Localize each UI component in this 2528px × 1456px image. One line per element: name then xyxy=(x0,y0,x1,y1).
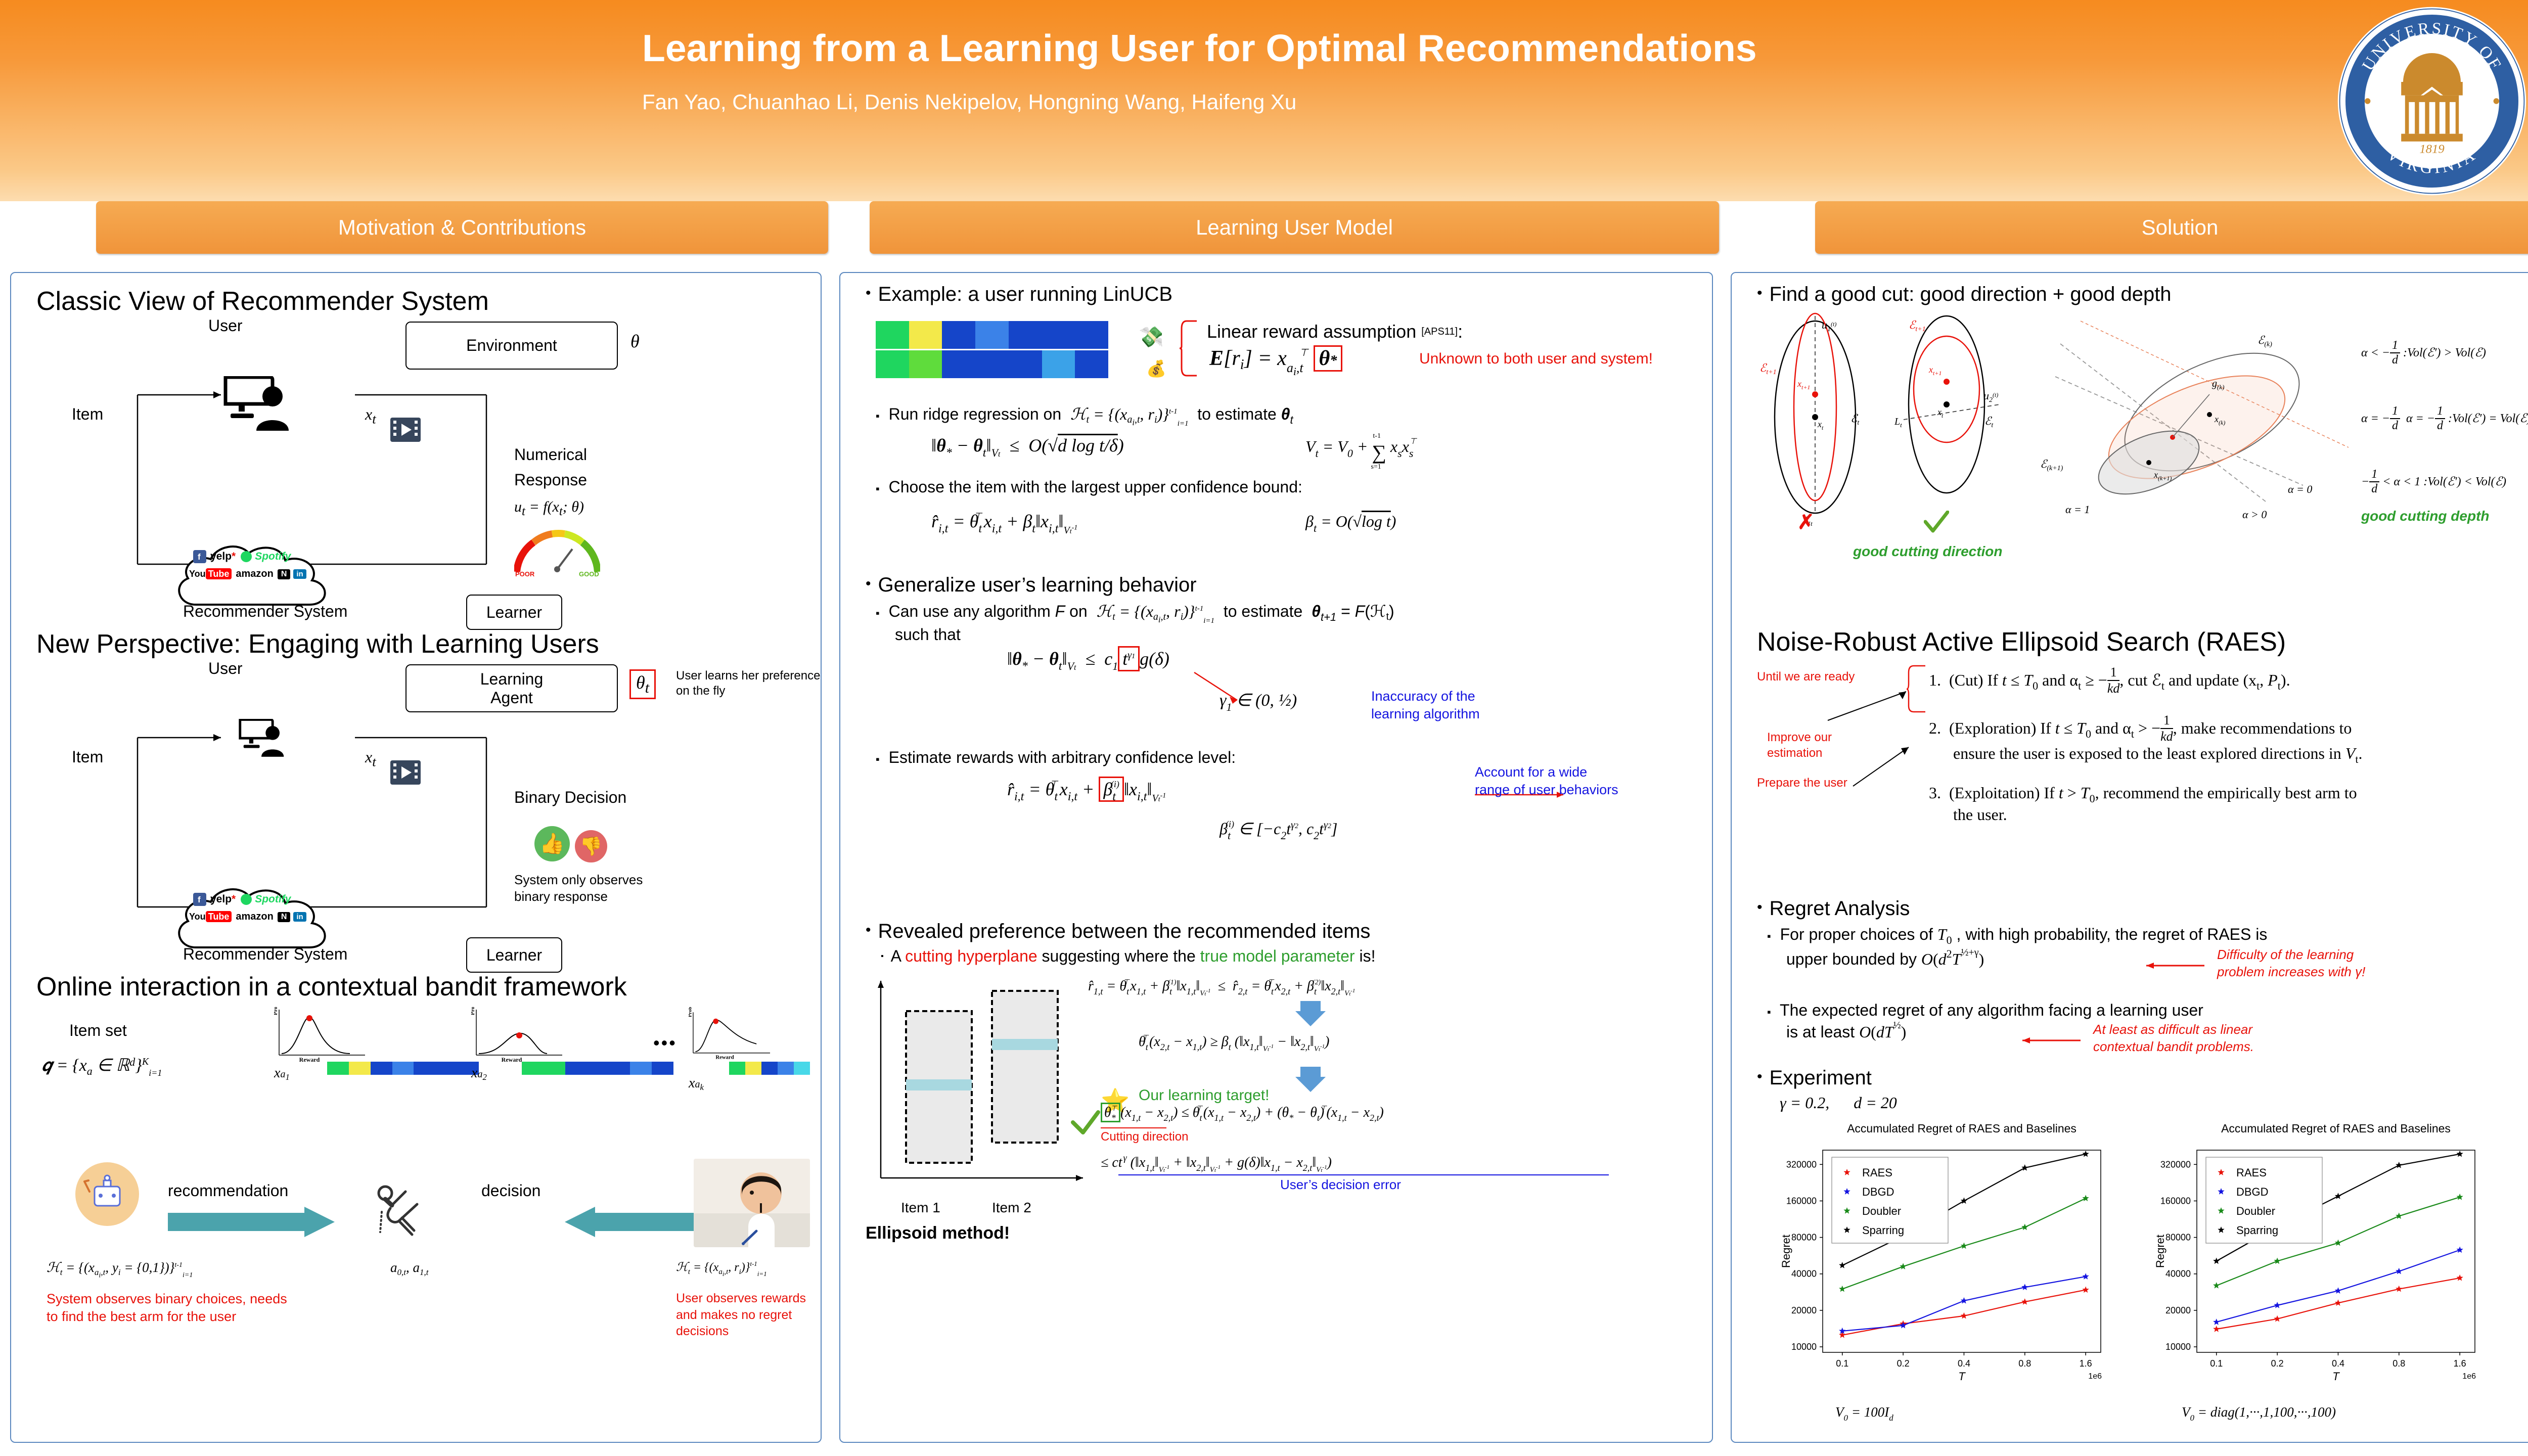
svg-text:Probability: Probability xyxy=(689,1007,693,1017)
svg-text:α = 1: α = 1 xyxy=(2065,503,2090,516)
svg-text:RAES: RAES xyxy=(2236,1166,2267,1179)
svg-text:40000: 40000 xyxy=(2165,1269,2191,1279)
svg-text:0.4: 0.4 xyxy=(2332,1358,2344,1369)
svg-text:xt+1: xt+1 xyxy=(1797,379,1810,391)
svg-text:👎: 👎 xyxy=(580,836,603,856)
svg-text:f: f xyxy=(198,552,201,562)
svg-text:40000: 40000 xyxy=(1791,1269,1817,1279)
svg-text:Reward: Reward xyxy=(299,1056,320,1063)
svg-text:20000: 20000 xyxy=(1791,1305,1817,1315)
svg-text:Regret: Regret xyxy=(1780,1235,1792,1268)
svg-text:0.2: 0.2 xyxy=(1897,1358,1910,1369)
svg-text:Probability: Probability xyxy=(471,1007,476,1015)
svg-text:Doubler: Doubler xyxy=(2236,1205,2275,1217)
svg-text:DBGD: DBGD xyxy=(2236,1186,2269,1198)
svg-text:👍: 👍 xyxy=(539,832,565,855)
svg-text:Reward: Reward xyxy=(715,1054,734,1060)
svg-text:320000: 320000 xyxy=(2160,1159,2191,1169)
svg-text:Regret: Regret xyxy=(2154,1235,2166,1268)
svg-text:xt: xt xyxy=(1817,419,1824,431)
svg-text:0.1: 0.1 xyxy=(1836,1358,1848,1369)
svg-text:ℰt+1: ℰt+1 xyxy=(1909,318,1926,333)
svg-text:ℰ(k): ℰ(k) xyxy=(2258,334,2272,348)
svg-text:1.6: 1.6 xyxy=(2080,1358,2092,1369)
svg-text:10000: 10000 xyxy=(1791,1342,1817,1352)
svg-text:ℰ(k+1): ℰ(k+1) xyxy=(2040,458,2063,472)
svg-text:α = 0: α = 0 xyxy=(2288,483,2312,495)
svg-text:Probability: Probability xyxy=(274,1007,279,1015)
svg-text:Sparring: Sparring xyxy=(2236,1224,2278,1237)
svg-text:1819: 1819 xyxy=(2419,143,2444,156)
svg-text:160000: 160000 xyxy=(2160,1196,2191,1206)
svg-text:Reward: Reward xyxy=(502,1056,522,1063)
svg-text:Accumulated Regret of RAES and: Accumulated Regret of RAES and Baselines xyxy=(2221,1122,2451,1135)
svg-text:u1(t): u1(t) xyxy=(1822,318,1836,333)
svg-text:0.8: 0.8 xyxy=(2018,1358,2031,1369)
svg-text:u2(t): u2(t) xyxy=(1983,389,1998,404)
svg-text:160000: 160000 xyxy=(1786,1196,1817,1206)
svg-text:f: f xyxy=(198,895,201,904)
svg-text:POOR: POOR xyxy=(515,570,535,577)
svg-text:T: T xyxy=(1958,1370,1966,1383)
svg-text:T: T xyxy=(2332,1370,2340,1383)
svg-text:DBGD: DBGD xyxy=(1862,1186,1894,1198)
svg-text:80000: 80000 xyxy=(1791,1233,1817,1243)
svg-text:1.6: 1.6 xyxy=(2454,1358,2466,1369)
svg-text:RAES: RAES xyxy=(1862,1166,1892,1179)
svg-text:1e6: 1e6 xyxy=(2088,1372,2102,1381)
svg-text:80000: 80000 xyxy=(2165,1233,2191,1243)
svg-text:ℰt+1: ℰt+1 xyxy=(1759,361,1777,376)
svg-text:1e6: 1e6 xyxy=(2462,1372,2476,1381)
svg-text:xt: xt xyxy=(1937,407,1944,419)
svg-text:0.1: 0.1 xyxy=(2210,1358,2223,1369)
svg-text:0.4: 0.4 xyxy=(1958,1358,1970,1369)
svg-text:0.2: 0.2 xyxy=(2271,1358,2284,1369)
svg-text:ℰt: ℰt xyxy=(1984,415,1994,429)
svg-text:320000: 320000 xyxy=(1786,1159,1817,1169)
svg-text:Sparring: Sparring xyxy=(1862,1224,1904,1237)
svg-text:0.8: 0.8 xyxy=(2392,1358,2405,1369)
svg-text:10000: 10000 xyxy=(2165,1342,2191,1352)
svg-text:Lt: Lt xyxy=(1894,416,1902,429)
svg-text:20000: 20000 xyxy=(2165,1305,2191,1315)
svg-text:xt+1: xt+1 xyxy=(1928,365,1942,377)
svg-text:GOOD: GOOD xyxy=(579,570,599,577)
svg-text:Accumulated Regret of RAES and: Accumulated Regret of RAES and Baselines xyxy=(1847,1122,2076,1135)
svg-text:α > 0: α > 0 xyxy=(2242,508,2267,521)
svg-text:ℰt: ℰt xyxy=(1850,412,1860,427)
svg-text:Doubler: Doubler xyxy=(1862,1205,1901,1217)
